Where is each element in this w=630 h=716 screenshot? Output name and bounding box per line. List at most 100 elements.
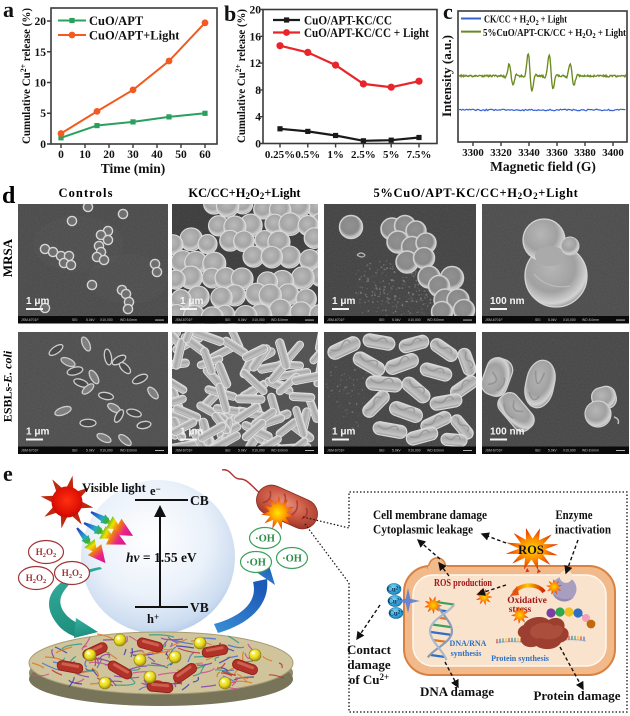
svg-text:X10,000: X10,000 — [252, 449, 265, 453]
svg-text:50: 50 — [175, 149, 187, 161]
svg-text:JSM-6701F: JSM-6701F — [327, 449, 345, 453]
svg-text:JSM-6701F: JSM-6701F — [175, 449, 193, 453]
svg-text:CuO/APT-KC/CC: CuO/APT-KC/CC — [304, 14, 392, 28]
svg-text:H2O2: H2O2 — [62, 568, 83, 580]
svg-text:20: 20 — [250, 5, 262, 17]
svg-text:hv = 1.55 eV: hv = 1.55 eV — [126, 550, 197, 565]
svg-text:JSM-6701F: JSM-6701F — [21, 449, 39, 453]
svg-text:20: 20 — [35, 16, 47, 28]
svg-text:3340: 3340 — [518, 147, 540, 159]
svg-text:Cell membrane damage: Cell membrane damage — [373, 508, 487, 522]
svg-text:X10,000: X10,000 — [563, 318, 576, 322]
svg-text:WD 8.0mm: WD 8.0mm — [427, 318, 444, 322]
svg-text:X10,000: X10,000 — [100, 318, 113, 322]
svg-text:SEI: SEI — [379, 449, 385, 453]
svg-text:SEI: SEI — [72, 318, 78, 322]
svg-text:Contact: Contact — [347, 642, 392, 657]
svg-text:·OH: ·OH — [255, 534, 275, 545]
svg-text:JSM-6701F: JSM-6701F — [485, 449, 503, 453]
svg-text:e−: e− — [150, 484, 161, 498]
svg-text:SEI: SEI — [225, 318, 231, 322]
svg-text:5.0kV: 5.0kV — [86, 318, 95, 322]
svg-text:SEI: SEI — [379, 318, 385, 322]
svg-text:0: 0 — [255, 139, 261, 151]
svg-text:Enzyme: Enzyme — [556, 508, 593, 522]
svg-text:Magnetic field (G): Magnetic field (G) — [490, 159, 596, 174]
svg-text:12: 12 — [250, 58, 262, 70]
svg-text:1 μm: 1 μm — [332, 427, 355, 438]
svg-text:of Cu2+: of Cu2+ — [349, 672, 389, 687]
svg-text:5%: 5% — [383, 149, 400, 161]
svg-text:20: 20 — [103, 149, 115, 161]
svg-text:10: 10 — [35, 78, 47, 90]
svg-text:ROS: ROS — [518, 543, 544, 557]
svg-text:SEI: SEI — [72, 449, 78, 453]
svg-text:2.5%: 2.5% — [351, 149, 376, 161]
svg-text:Time (min): Time (min) — [101, 161, 166, 176]
svg-text:CK/CC + H2O2 + Light: CK/CC + H2O2 + Light — [484, 15, 567, 27]
svg-text:H2O2: H2O2 — [26, 573, 47, 585]
svg-text:Cumulative Cu2+ release (%): Cumulative Cu2+ release (%) — [18, 8, 33, 144]
svg-text:1%: 1% — [327, 149, 344, 161]
svg-text:inactivation: inactivation — [555, 523, 611, 537]
svg-text:3400: 3400 — [602, 147, 624, 159]
svg-text:7.5%: 7.5% — [407, 149, 432, 161]
svg-text:5.0kV: 5.0kV — [548, 449, 557, 453]
svg-text:3320: 3320 — [490, 147, 512, 159]
svg-text:JSM-6701F: JSM-6701F — [327, 318, 345, 322]
svg-text:0: 0 — [40, 139, 46, 151]
svg-text:c: c — [443, 0, 453, 24]
svg-text:10: 10 — [79, 149, 91, 161]
svg-text:5.0kV: 5.0kV — [392, 449, 401, 453]
svg-text:WD 8.0mm: WD 8.0mm — [271, 449, 288, 453]
svg-text:4: 4 — [255, 112, 261, 124]
svg-text:Cumulative Cu2+ release (%): Cumulative Cu2+ release (%) — [233, 9, 248, 143]
svg-text:100 nm: 100 nm — [490, 296, 525, 307]
svg-text:Protein damage: Protein damage — [534, 688, 621, 703]
svg-text:WD 8.0mm: WD 8.0mm — [582, 318, 599, 322]
svg-text:·OH: ·OH — [282, 554, 302, 565]
svg-text:X10,000: X10,000 — [408, 318, 421, 322]
svg-text:CuO/APT+Light: CuO/APT+Light — [89, 29, 180, 43]
svg-text:DNA/RNA: DNA/RNA — [450, 639, 487, 648]
svg-text:X10,000: X10,000 — [408, 449, 421, 453]
svg-text:0: 0 — [58, 149, 64, 161]
svg-text:JSM-6701F: JSM-6701F — [485, 318, 503, 322]
svg-text:1 μm: 1 μm — [180, 296, 203, 307]
svg-text:SEI: SEI — [535, 449, 541, 453]
svg-text:H2O2: H2O2 — [36, 547, 57, 559]
svg-text:WD 8.0mm: WD 8.0mm — [427, 449, 444, 453]
svg-text:Cu2+: Cu2+ — [387, 586, 401, 594]
svg-text:3360: 3360 — [546, 147, 568, 159]
svg-text:SEI: SEI — [535, 318, 541, 322]
svg-text:1 μm: 1 μm — [26, 427, 49, 438]
svg-text:0.25%: 0.25% — [265, 149, 295, 161]
svg-text:ROS production: ROS production — [434, 578, 492, 589]
svg-text:CB: CB — [190, 493, 209, 508]
svg-text:DNA damage: DNA damage — [420, 684, 494, 699]
svg-text:5.0kV: 5.0kV — [238, 449, 247, 453]
svg-text:0.5%: 0.5% — [295, 149, 320, 161]
svg-text:CuO/APT: CuO/APT — [89, 14, 144, 28]
svg-text:a: a — [3, 0, 14, 22]
svg-text:X10,000: X10,000 — [100, 449, 113, 453]
svg-text:synthesis: synthesis — [451, 649, 482, 658]
svg-text:CuO/APT-KC/CC + Light: CuO/APT-KC/CC + Light — [304, 26, 430, 40]
svg-text:60: 60 — [199, 149, 211, 161]
svg-text:1 μm: 1 μm — [26, 296, 49, 307]
svg-text:30: 30 — [127, 149, 139, 161]
svg-text:5.0kV: 5.0kV — [392, 318, 401, 322]
svg-text:40: 40 — [151, 149, 163, 161]
svg-text:VB: VB — [190, 600, 209, 615]
svg-text:WD 8.0mm: WD 8.0mm — [582, 449, 599, 453]
svg-text:100 nm: 100 nm — [490, 427, 525, 438]
svg-text:Cu2+: Cu2+ — [389, 610, 403, 618]
svg-text:X10,000: X10,000 — [563, 449, 576, 453]
svg-text:Oxidative: Oxidative — [507, 596, 547, 606]
svg-text:3380: 3380 — [574, 147, 596, 159]
svg-text:damage: damage — [347, 657, 391, 672]
svg-text:e: e — [3, 461, 13, 486]
svg-text:5.0kV: 5.0kV — [548, 318, 557, 322]
svg-text:5: 5 — [40, 108, 46, 120]
svg-text:Protein synthesis: Protein synthesis — [491, 654, 549, 663]
